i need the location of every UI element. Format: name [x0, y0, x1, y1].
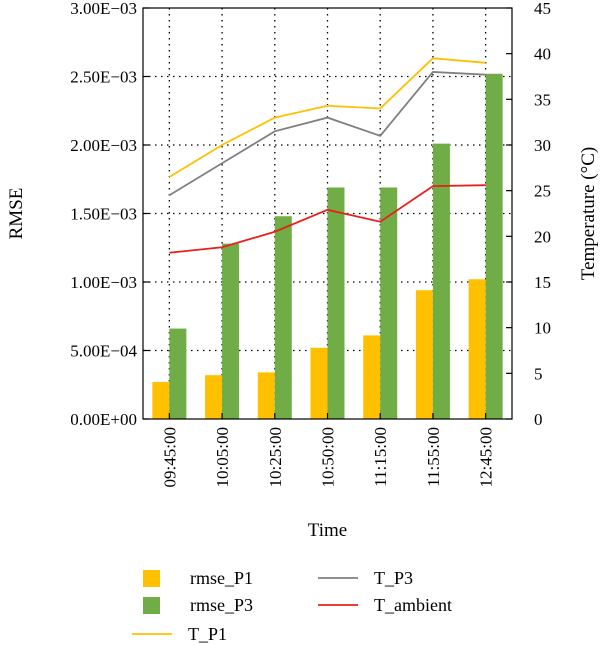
- x-tick-label: 12:45:00: [477, 427, 496, 487]
- bar-rmse_P3: [432, 143, 450, 419]
- left-axis-ticks: 0.00E+00 5.00E−04 1.00E−03 1.50E−03 2.00E−03…: [70, 0, 149, 429]
- y2-tick-label: 45: [534, 0, 551, 18]
- bar-rmse_P1: [310, 347, 328, 419]
- bar-rmse_P1: [415, 290, 433, 419]
- y2-tick-label: 20: [534, 227, 551, 246]
- y2-tick-label: 30: [534, 136, 551, 155]
- y2-tick-label: 40: [534, 45, 551, 64]
- bar-rmse_P3: [274, 216, 292, 419]
- bar-rmse_P3: [169, 328, 187, 419]
- y2-axis-title: Temperature (°C): [578, 147, 599, 280]
- x-axis-title: Time: [308, 520, 347, 541]
- legend-label-rmse_P3: rmse_P3: [190, 595, 253, 615]
- bar-rmse_P3: [327, 187, 345, 419]
- legend-label-T_P3: T_P3: [374, 568, 413, 588]
- y2-tick-label: 35: [534, 90, 551, 109]
- y2-tick-label: 10: [534, 319, 551, 338]
- legend-label-T_P1: T_P1: [188, 624, 227, 644]
- lines: [168, 57, 486, 254]
- y-axis-title: RMSE: [6, 188, 27, 240]
- bar-rmse_P1: [363, 335, 381, 419]
- bar-rmse_P3: [485, 73, 503, 419]
- x-tick-label: 11:55:00: [424, 427, 443, 487]
- x-axis-ticks: 09:45:00 10:05:00 10:25:00 10:50:00 11:15:00…: [160, 413, 496, 487]
- y2-tick-label: 15: [534, 273, 551, 292]
- bar-rmse_P3: [380, 187, 398, 419]
- x-tick-label: 10:25:00: [266, 427, 285, 487]
- legend: rmse_P1 rmse_P3 T_P1 T_P3 T_ambient: [132, 568, 452, 644]
- y2-tick-label: 25: [534, 182, 551, 201]
- y-tick-label: 2.50E−03: [70, 68, 137, 87]
- y-tick-label: 5.00E−04: [70, 342, 137, 361]
- bar-rmse_P1: [257, 372, 275, 419]
- y-tick-label: 3.00E−03: [70, 0, 137, 18]
- x-tick-label: 11:15:00: [371, 427, 390, 487]
- legend-swatch-rmse_P3: [143, 597, 160, 614]
- y-tick-label: 1.00E−03: [70, 273, 137, 292]
- x-tick-label: 10:50:00: [319, 427, 338, 487]
- legend-label-rmse_P1: rmse_P1: [190, 568, 253, 588]
- line-T_P1: [168, 57, 486, 178]
- y2-tick-label: 0: [534, 410, 543, 429]
- x-tick-label: 09:45:00: [160, 427, 179, 487]
- bar-rmse_P1: [152, 382, 170, 419]
- line-T_ambient: [169, 184, 486, 254]
- legend-label-T_ambient: T_ambient: [374, 595, 452, 615]
- y-tick-label: 2.00E−03: [70, 136, 137, 155]
- x-tick-label: 10:05:00: [213, 427, 232, 487]
- legend-swatch-rmse_P1: [143, 570, 160, 587]
- line-T_P3: [168, 71, 486, 197]
- bar-rmse_P1: [205, 375, 223, 419]
- right-axis-ticks: 0 5 10 15 20 25 30 35 40 45: [506, 0, 551, 429]
- y-tick-label: 0.00E+00: [70, 410, 137, 429]
- y2-tick-label: 5: [534, 364, 543, 383]
- bar-rmse_P1: [468, 279, 486, 419]
- bars: [152, 73, 503, 419]
- bar-rmse_P3: [222, 243, 240, 419]
- y-tick-label: 1.50E−03: [70, 205, 137, 224]
